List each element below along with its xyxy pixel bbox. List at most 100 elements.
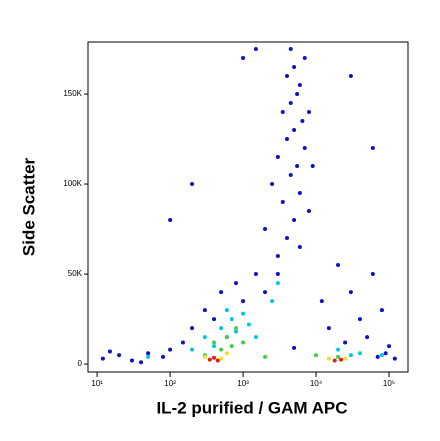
x-tick-label: 10¹: [91, 379, 103, 388]
point: [370, 272, 375, 277]
point: [365, 335, 370, 340]
point: [263, 227, 268, 232]
point: [212, 340, 217, 345]
point: [285, 236, 290, 241]
point: [357, 317, 362, 322]
point: [215, 358, 220, 363]
point: [302, 56, 307, 61]
point: [219, 347, 224, 352]
x-tick-label: 10⁵: [383, 379, 395, 388]
point: [297, 83, 302, 88]
x-tick-label: 10⁴: [310, 379, 323, 388]
point: [288, 101, 293, 106]
y-tick-label: 100K: [63, 179, 82, 188]
point: [146, 354, 151, 359]
point: [285, 137, 290, 142]
point: [241, 340, 246, 345]
point: [233, 326, 238, 331]
point: [219, 356, 224, 361]
point: [319, 299, 324, 304]
point: [180, 340, 185, 345]
point: [310, 164, 315, 169]
point: [190, 347, 195, 352]
point: [280, 200, 285, 205]
point: [379, 353, 384, 358]
point: [241, 311, 246, 316]
point: [246, 322, 251, 327]
point: [336, 354, 341, 359]
point: [339, 357, 344, 362]
point: [139, 360, 144, 365]
point: [263, 290, 268, 295]
point: [314, 353, 319, 358]
point: [285, 74, 290, 79]
point: [292, 218, 297, 223]
point: [383, 351, 388, 356]
x-axis-title: IL-2 purified / GAM APC: [156, 398, 347, 417]
point: [275, 281, 280, 286]
point: [161, 354, 166, 359]
point: [326, 356, 331, 361]
point: [229, 344, 234, 349]
point: [219, 326, 224, 331]
point: [348, 290, 353, 295]
point: [297, 245, 302, 250]
point: [146, 351, 151, 356]
point: [241, 299, 246, 304]
point: [300, 119, 305, 124]
point: [202, 354, 207, 359]
point: [275, 272, 280, 277]
point: [370, 146, 375, 151]
point: [306, 110, 311, 115]
point: [288, 47, 293, 52]
point: [292, 345, 297, 350]
point: [233, 281, 238, 286]
point: [375, 354, 380, 359]
y-tick-label: 50K: [68, 269, 83, 278]
point: [253, 272, 258, 277]
point: [229, 317, 234, 322]
point: [168, 347, 173, 352]
y-axis-title: Side Scatter: [19, 157, 38, 256]
point: [219, 290, 224, 295]
point: [190, 182, 195, 187]
point: [212, 355, 217, 360]
point: [392, 356, 397, 361]
point: [280, 110, 285, 115]
x-tick-label: 10²: [164, 379, 176, 388]
point: [348, 353, 353, 358]
point: [190, 326, 195, 331]
point: [336, 347, 341, 352]
point: [212, 317, 217, 322]
point: [212, 344, 217, 349]
point: [270, 299, 275, 304]
point: [253, 47, 258, 52]
point: [233, 329, 238, 334]
y-tick-label: 0: [78, 359, 83, 368]
point: [117, 353, 122, 358]
point: [100, 356, 105, 361]
point: [253, 335, 258, 340]
point: [302, 146, 307, 151]
point: [343, 356, 348, 361]
point: [297, 191, 302, 196]
point: [326, 326, 331, 331]
point: [292, 65, 297, 70]
point: [306, 209, 311, 214]
point: [129, 358, 134, 363]
point: [332, 358, 337, 363]
point: [348, 74, 353, 79]
point: [292, 128, 297, 133]
y-tick-label: 150K: [63, 89, 82, 98]
point: [295, 164, 300, 169]
point: [275, 155, 280, 160]
point: [207, 357, 212, 362]
point: [288, 173, 293, 178]
x-tick-label: 10³: [237, 379, 249, 388]
point: [224, 308, 229, 313]
point: [295, 92, 300, 97]
point: [202, 335, 207, 340]
plot-frame: [87, 41, 409, 373]
